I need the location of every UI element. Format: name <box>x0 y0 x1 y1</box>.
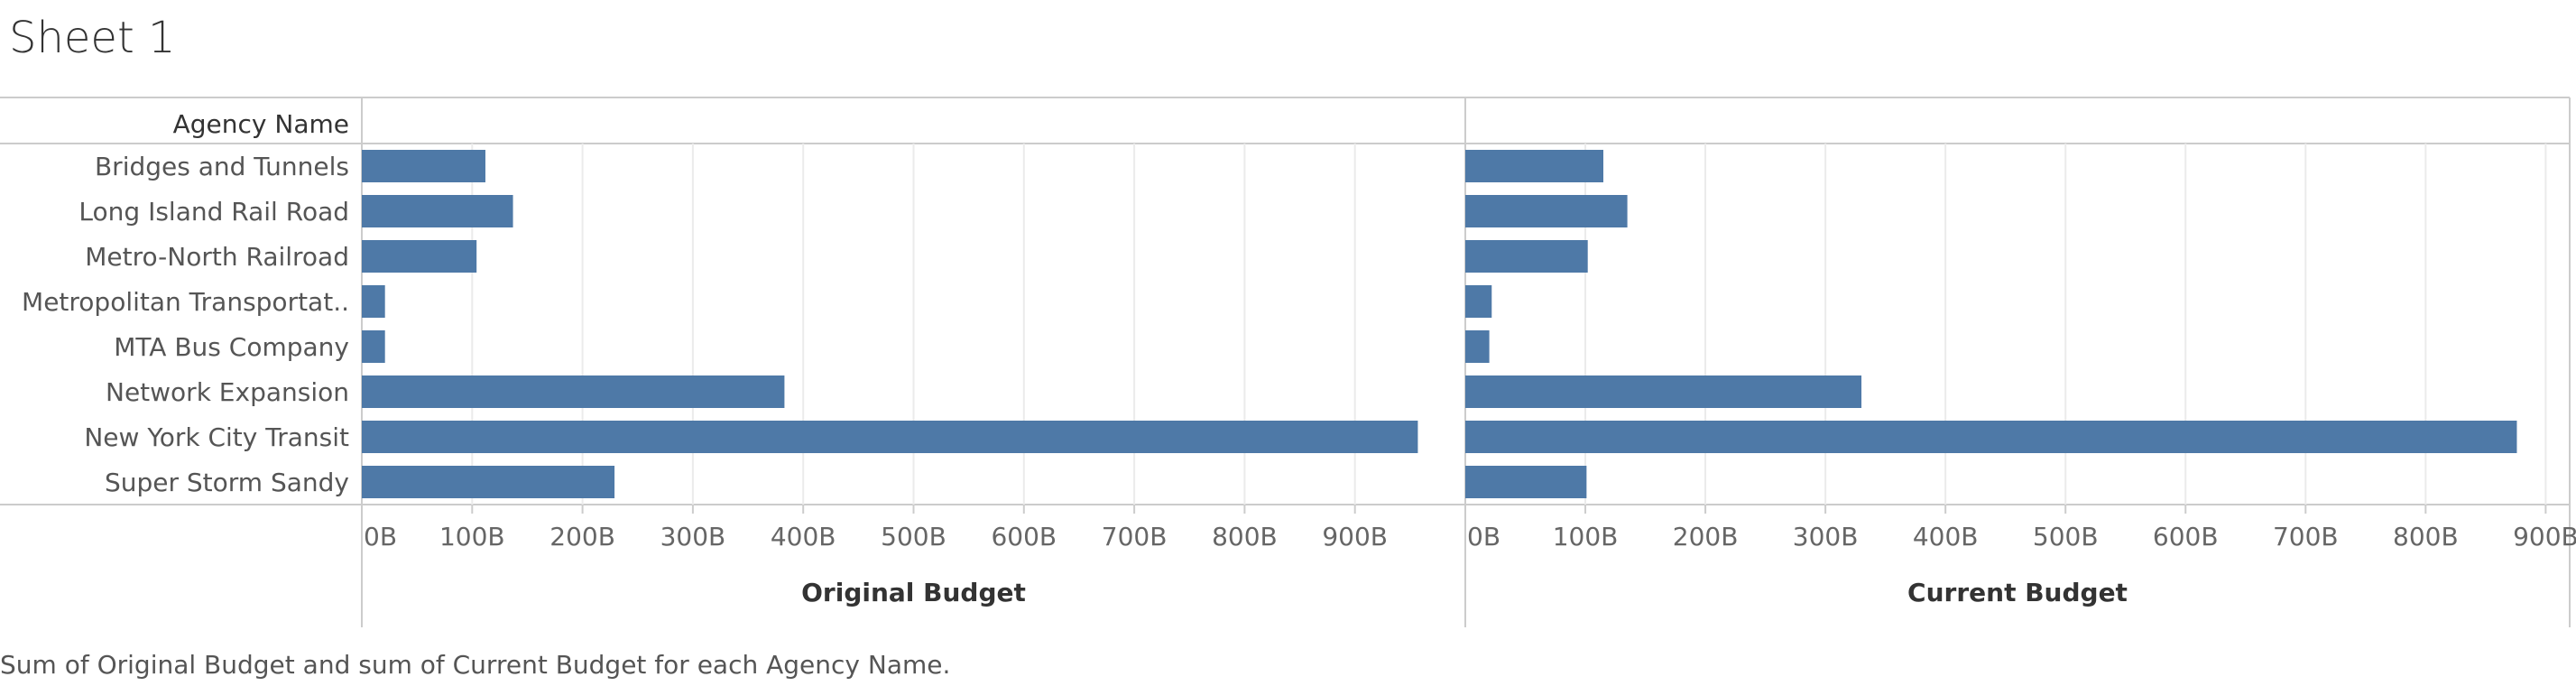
tick-label: 900B <box>1322 522 1388 552</box>
axis-title-current-budget: Current Budget <box>1907 578 2128 607</box>
bar-original[interactable] <box>362 375 785 408</box>
tick-label: 800B <box>2393 522 2459 552</box>
panel-original-bars <box>362 150 1418 498</box>
tick-label: 700B <box>1102 522 1168 552</box>
tick-label: 500B <box>881 522 946 552</box>
chart-caption: Sum of Original Budget and sum of Curren… <box>0 650 951 680</box>
category-label: New York City Transit <box>84 422 349 452</box>
bar-current[interactable] <box>1465 466 1587 498</box>
bar-current[interactable] <box>1465 150 1603 182</box>
tick-label: 300B <box>1793 522 1859 552</box>
tick-label: 200B <box>1673 522 1739 552</box>
category-label: MTA Bus Company <box>114 332 349 362</box>
category-label: Metro-North Railroad <box>85 242 349 272</box>
bar-original[interactable] <box>362 421 1418 453</box>
axis-title-original-budget: Original Budget <box>801 578 1026 607</box>
bar-original[interactable] <box>362 466 615 498</box>
tick-label: 600B <box>2153 522 2219 552</box>
bar-current[interactable] <box>1465 330 1490 363</box>
tick-label: 400B <box>771 522 836 552</box>
tick-label: 0B <box>364 522 397 552</box>
tick-label: 200B <box>549 522 615 552</box>
category-label: Network Expansion <box>106 377 349 407</box>
tick-label: 900B <box>2513 522 2576 552</box>
bar-original[interactable] <box>362 285 385 318</box>
bar-current[interactable] <box>1465 195 1628 227</box>
bar-original[interactable] <box>362 195 513 227</box>
panel-current-ticks: 0B 100B 200B 300B 400B 500B 600B 700B 800B 900B <box>1464 505 2576 552</box>
bar-original[interactable] <box>362 150 485 182</box>
bar-current[interactable] <box>1465 375 1862 408</box>
bar-current[interactable] <box>1465 240 1588 273</box>
panel-current-bars <box>1465 150 2517 498</box>
tick-label: 500B <box>2033 522 2099 552</box>
bar-original[interactable] <box>362 240 477 273</box>
category-label: Super Storm Sandy <box>105 468 349 497</box>
tick-label: 800B <box>1212 522 1278 552</box>
tick-label: 100B <box>1553 522 1619 552</box>
sheet-title: Sheet 1 <box>9 13 176 63</box>
tick-label: 300B <box>660 522 726 552</box>
category-labels: Bridges and Tunnels Long Island Rail Road… <box>22 152 349 497</box>
panel-original-ticks: 0B 100B 200B 300B 400B 500B 600B 700B 800B 900B <box>361 505 1388 552</box>
row-header-label: Agency Name <box>173 109 349 139</box>
bar-chart: Agency Name Bridges and Tunnels Long Isla… <box>0 97 2576 627</box>
category-label: Long Island Rail Road <box>78 197 349 227</box>
bar-current[interactable] <box>1465 285 1492 318</box>
category-label: Metropolitan Transportat.. <box>22 287 349 317</box>
tick-label: 400B <box>1913 522 1979 552</box>
tick-label: 0B <box>1467 522 1500 552</box>
bar-current[interactable] <box>1465 421 2517 453</box>
tick-label: 700B <box>2273 522 2339 552</box>
bar-original[interactable] <box>362 330 385 363</box>
category-label: Bridges and Tunnels <box>95 152 349 181</box>
chart-frame <box>0 97 2571 627</box>
tick-label: 600B <box>991 522 1057 552</box>
tick-label: 100B <box>439 522 505 552</box>
